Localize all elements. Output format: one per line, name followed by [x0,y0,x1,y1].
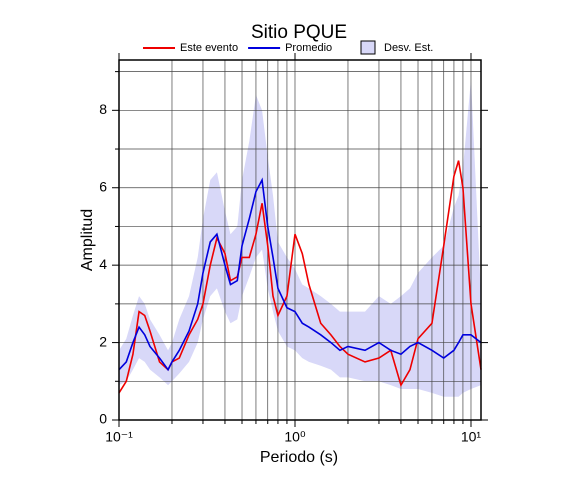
legend-label: Promedio [285,42,332,54]
x-tick-label: 10⁻¹ [105,429,133,445]
plot-frame [118,59,482,421]
x-axis-label: Periodo (s) [260,449,338,466]
x-tick-label: 10⁰ [284,429,306,445]
legend-label: Desv. Est. [384,42,433,54]
chart-title: Sitio PQUE [251,22,347,43]
x-tick-label: 10¹ [461,429,482,445]
y-tick-label: 0 [99,411,107,427]
legend-label: Este evento [180,42,238,54]
y-tick-label: 2 [99,333,107,349]
series-line [118,177,482,372]
y-axis-label: Amplitud [79,209,96,271]
y-tick-label: 4 [99,256,107,272]
legend-swatch [360,40,376,55]
y-tick-label: 6 [99,178,107,194]
std-band [119,79,481,397]
y-tick-label: 8 [99,101,107,117]
